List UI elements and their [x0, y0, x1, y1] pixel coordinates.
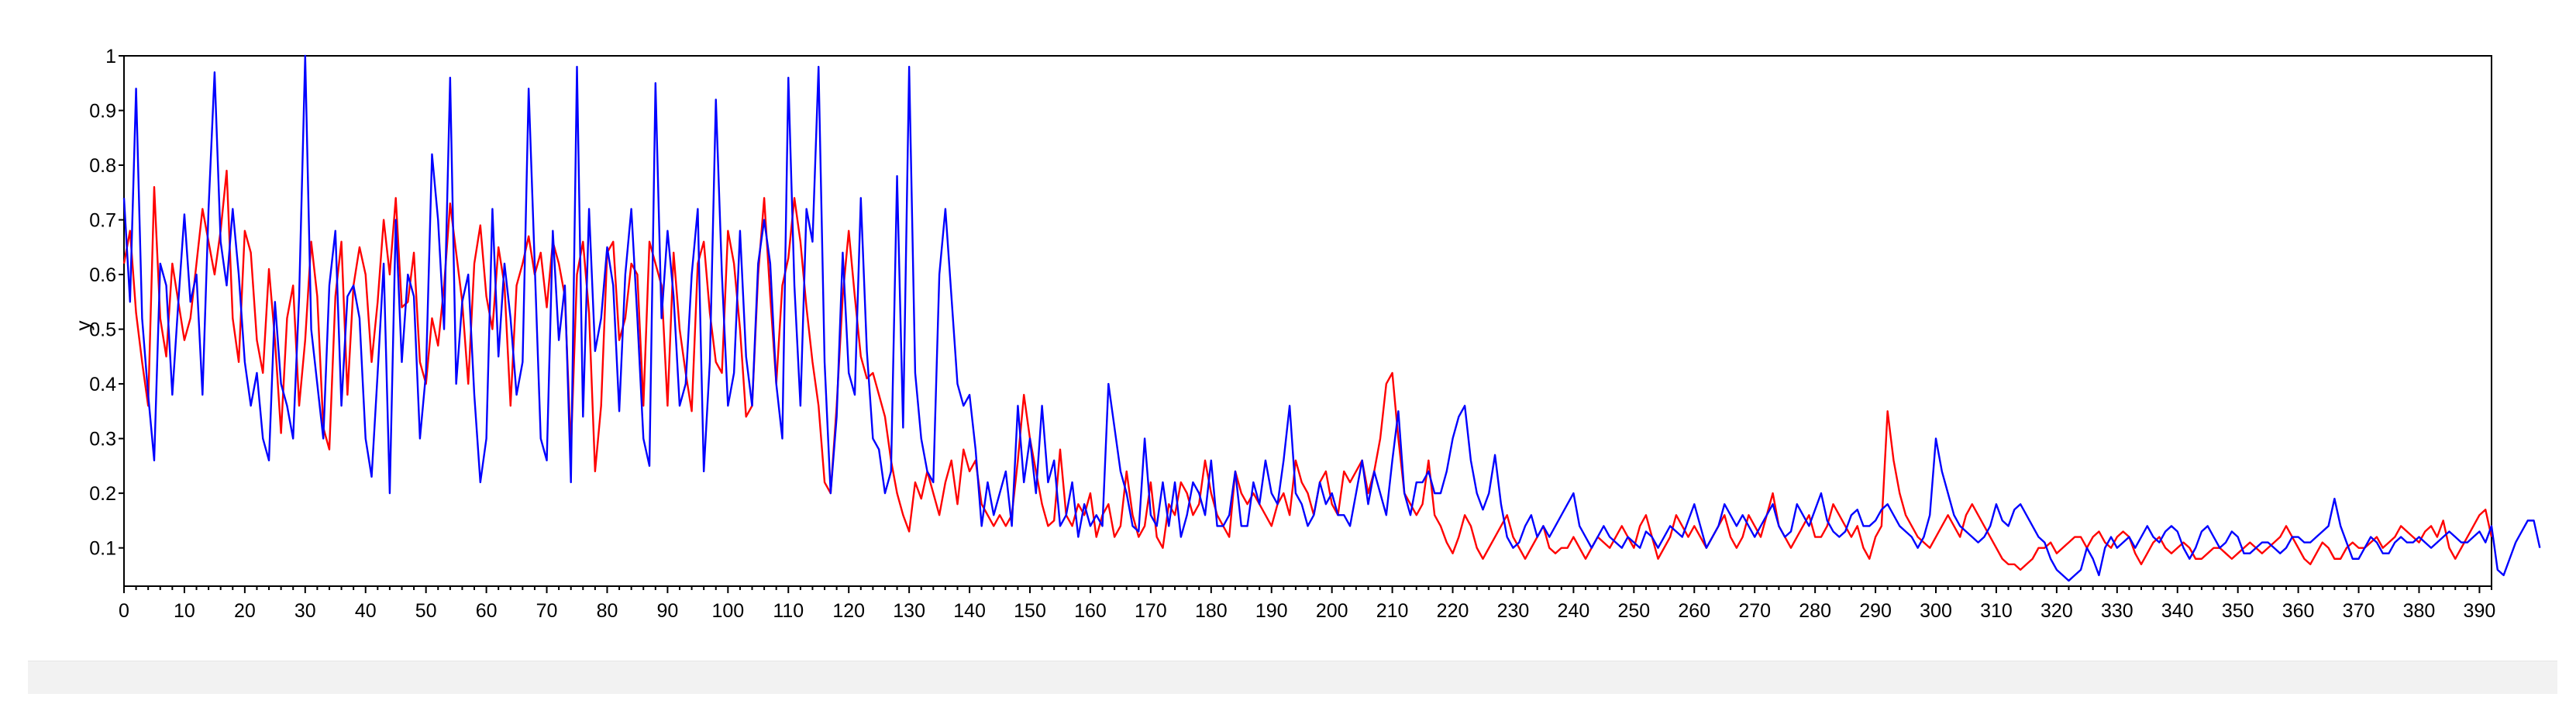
x-tick-label: 320	[2040, 600, 2073, 622]
series-layer	[122, 54, 2541, 582]
x-tick-label: 290	[1859, 600, 1892, 622]
x-tick-label: 380	[2403, 600, 2436, 622]
x-tick-label: 70	[536, 600, 558, 622]
x-tick-label: 130	[893, 600, 925, 622]
plot-area	[123, 55, 2492, 587]
x-tick-label: 220	[1437, 600, 1469, 622]
x-tick-label: 140	[953, 600, 986, 622]
y-tick-label: 0.7	[89, 210, 116, 232]
y-tick-label: 0.5	[89, 319, 116, 341]
x-tick-label: 80	[597, 600, 618, 622]
x-tick-label: 260	[1678, 600, 1710, 622]
x-tick-label: 390	[2464, 600, 2496, 622]
x-tick-label: 370	[2343, 600, 2375, 622]
x-tick-label: 340	[2161, 600, 2194, 622]
x-tick-label: 250	[1617, 600, 1650, 622]
y-tick-label: 0.4	[89, 374, 116, 395]
y-tick-label: 0.3	[89, 429, 116, 450]
x-tick-label: 90	[656, 600, 678, 622]
x-tick-label: 240	[1558, 600, 1590, 622]
x-tick-label: 110	[773, 600, 804, 622]
x-tick-label: 200	[1316, 600, 1348, 622]
x-tick-label: 60	[476, 600, 498, 622]
y-tick-label: 0.8	[89, 155, 116, 177]
horizontal-scrollbar[interactable]	[28, 661, 2557, 694]
y-axis-label: y	[71, 321, 95, 331]
x-tick-label: 170	[1135, 600, 1167, 622]
y-tick-label: 0.1	[89, 538, 116, 560]
y-tick-label: 0.2	[89, 483, 116, 505]
x-tick-label: 10	[174, 600, 195, 622]
y-tick-label: 0.6	[89, 264, 116, 286]
x-tick-label: 30	[294, 600, 316, 622]
y-axis: 0.1 0.2 0.3 0.4 0.5 0.6 0.7 0.8 0.9 1	[89, 46, 124, 560]
x-tick-label: 20	[234, 600, 256, 622]
x-tick-label: 190	[1255, 600, 1288, 622]
y-tick-label: 1	[105, 46, 116, 67]
x-tick-label: 350	[2222, 600, 2254, 622]
x-tick-label: 150	[1014, 600, 1046, 622]
x-tick-label: 180	[1195, 600, 1228, 622]
x-tick-label: 120	[832, 600, 865, 622]
x-tick-label: 40	[355, 600, 377, 622]
x-tick-label: 210	[1376, 600, 1409, 622]
x-tick-label: 300	[1920, 600, 1952, 622]
x-axis: 0 10 20 30 40 50 60 70 80 90 100 110 120 130 140 150 160…	[119, 586, 2495, 622]
y-tick-label: 0.9	[89, 101, 116, 123]
x-tick-label: 360	[2282, 600, 2315, 622]
x-tick-label: 310	[1980, 600, 2013, 622]
x-tick-label: 280	[1799, 600, 1831, 622]
x-tick-label: 230	[1497, 600, 1530, 622]
series-line-red	[122, 169, 2493, 571]
x-tick-label: 0	[119, 600, 129, 622]
x-tick-label: 330	[2101, 600, 2133, 622]
x-tick-label: 160	[1074, 600, 1107, 622]
x-tick-label: 50	[415, 600, 437, 622]
series-line-blue	[122, 54, 2541, 582]
x-tick-label: 270	[1738, 600, 1771, 622]
x-tick-label: 100	[711, 600, 744, 622]
